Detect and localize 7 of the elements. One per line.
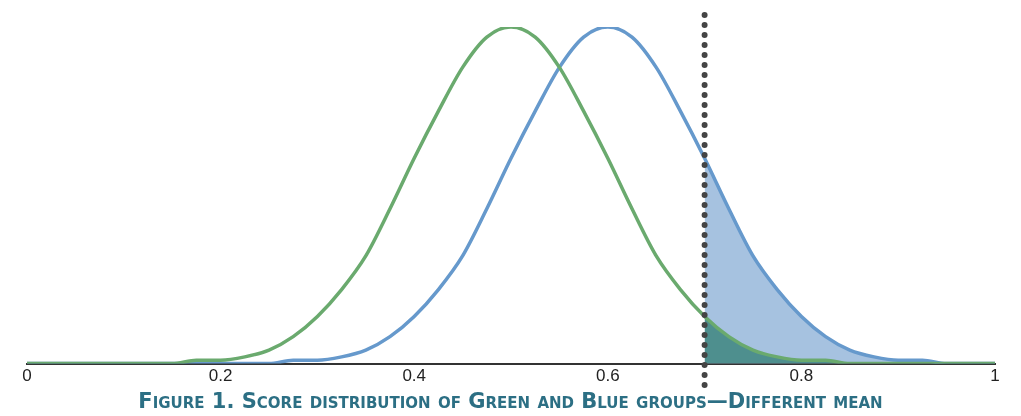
x-tick-label: 0.4 — [402, 366, 427, 386]
x-tick-label: 0.6 — [595, 366, 620, 386]
x-tick-label: 0.8 — [789, 366, 814, 386]
x-tick-label: 0.2 — [208, 366, 233, 386]
x-tick-label: 0 — [22, 366, 32, 386]
x-tick-label: 1 — [990, 366, 1000, 386]
text: Figure 1. Score distribution of Green and Blue groups—Different mean — [137, 388, 884, 414]
